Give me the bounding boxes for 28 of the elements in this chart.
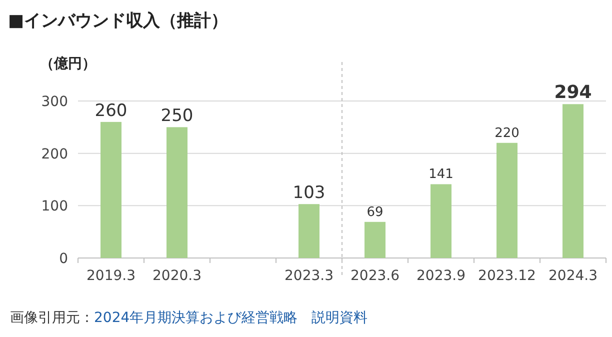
- text: 画像引用元：2024年月期決算および経営戦略 説明資料: [10, 310, 368, 326]
- x-tick-label: 2023.3: [284, 268, 334, 284]
- data-label: 260: [94, 100, 128, 121]
- x-tick-label: 2023.6: [350, 268, 400, 284]
- y-tick-label: 200: [41, 146, 68, 162]
- x-tick-label: 2024.3: [548, 268, 598, 284]
- bar: [100, 122, 122, 258]
- bar: [298, 204, 320, 258]
- chart-title: ■インバウンド収入（推計）: [8, 11, 228, 31]
- data-label: 69: [366, 204, 384, 220]
- x-tick-label: 2023.9: [416, 268, 466, 284]
- y-axis-title: （億円）: [40, 55, 96, 72]
- data-label: 294: [554, 82, 592, 104]
- bar: [166, 127, 188, 258]
- bar: [562, 104, 584, 258]
- bar: [364, 222, 386, 258]
- y-tick-label: 100: [41, 198, 68, 215]
- data-label: 220: [494, 126, 520, 141]
- y-tick-label: 300: [41, 94, 68, 110]
- x-tick-label: 2020.3: [152, 268, 202, 284]
- x-tick-label: 2019.3: [86, 268, 136, 284]
- data-label: 141: [428, 167, 454, 182]
- data-label: 250: [160, 106, 194, 126]
- x-tick-label: 2023.12: [478, 268, 536, 284]
- bar: [496, 142, 518, 258]
- data-label: 103: [292, 183, 326, 204]
- bar: [430, 184, 452, 258]
- y-tick-label: 0: [59, 251, 68, 267]
